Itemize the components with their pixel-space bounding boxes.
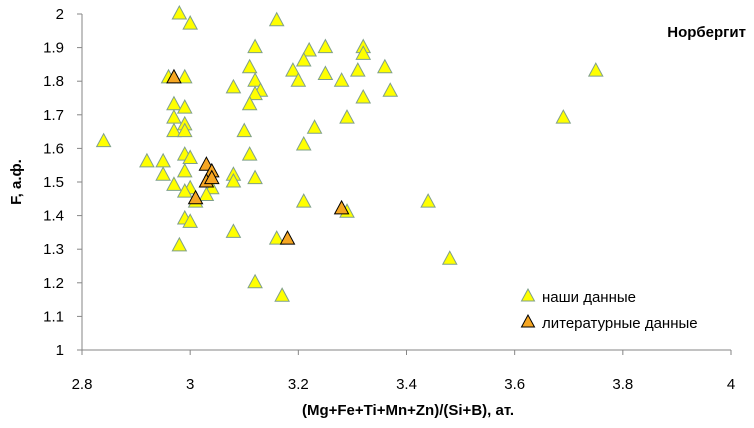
x-tick-label: 4 [727, 376, 735, 393]
data-point-literature-data [333, 199, 350, 215]
data-point-our-data [171, 236, 188, 252]
y-tick-label: 1 [56, 342, 64, 359]
data-point-our-data [171, 4, 188, 20]
legend: наши данные литературные данные [520, 287, 698, 332]
y-tick-label: 2 [56, 6, 64, 23]
data-point-our-data [268, 11, 285, 27]
data-point-our-data [95, 132, 112, 148]
x-tick-label: 3.8 [612, 376, 633, 393]
data-point-our-data [295, 193, 312, 208]
data-point-literature-data [166, 68, 182, 84]
x-tick-label: 3 [186, 376, 194, 393]
y-axis-ticks: 1 1.1 1.2 1.3 1.4 1.5 1.6 1.7 1.8 1.9 2 [43, 6, 82, 359]
data-point-our-data [306, 119, 323, 134]
y-tick-label: 1.9 [43, 40, 64, 57]
data-point-our-data [555, 109, 572, 124]
data-point-our-data [139, 152, 155, 168]
data-point-our-data [295, 51, 312, 67]
legend-label-our-data: наши данные [542, 289, 636, 306]
data-point-our-data [247, 38, 263, 54]
data-point-our-data [382, 82, 399, 97]
x-tick-label: 3.2 [288, 376, 309, 393]
data-point-our-data [339, 109, 355, 124]
y-tick-label: 1.8 [43, 73, 64, 90]
data-point-our-data [333, 72, 350, 87]
legend-label-literature-data: литературные данные [542, 315, 698, 332]
data-point-our-data [355, 45, 372, 60]
data-point-our-data [377, 58, 393, 74]
data-point-our-data [290, 72, 307, 87]
data-point-our-data [441, 250, 458, 265]
data-point-our-data [241, 95, 258, 111]
data-point-our-data [166, 176, 182, 191]
data-point-our-data [182, 213, 199, 228]
data-point-our-data [225, 223, 242, 238]
y-tick-label: 1.7 [43, 107, 64, 124]
data-point-our-data [198, 186, 215, 201]
y-tick-label: 1.2 [43, 275, 64, 292]
y-tick-label: 1.6 [43, 140, 64, 157]
data-point-our-data [247, 85, 263, 101]
data-point-our-data [247, 169, 263, 185]
data-point-our-data [176, 162, 193, 178]
data-point-our-data [155, 166, 171, 181]
data-point-our-data [176, 122, 193, 138]
y-tick-label: 1.5 [43, 174, 64, 191]
x-tick-label: 3.6 [504, 376, 525, 393]
data-point-our-data [241, 58, 258, 74]
data-point-our-data [285, 62, 301, 77]
data-point-our-data [176, 68, 193, 84]
data-point-our-data [317, 65, 334, 80]
data-point-our-data [176, 99, 193, 114]
x-tick-label: 2.8 [72, 376, 93, 393]
data-point-literature-data [187, 189, 204, 205]
data-point-our-data [317, 38, 334, 54]
x-tick-label: 3.4 [396, 376, 417, 393]
legend-marker-literature-data [520, 313, 536, 328]
chart-title: Норбергит [667, 24, 746, 41]
legend-marker-our-data [520, 287, 536, 302]
data-point-our-data [236, 122, 253, 138]
data-point-our-data [166, 122, 182, 138]
data-point-our-data [295, 135, 312, 151]
data-point-our-data [268, 230, 285, 245]
data-point-our-data [155, 152, 171, 168]
data-point-our-data [241, 146, 258, 161]
data-point-our-data [225, 78, 242, 94]
data-point-our-data [225, 172, 242, 188]
x-axis-ticks: 2.8 3 3.2 3.4 3.6 3.8 4 [72, 350, 735, 393]
data-point-our-data [176, 183, 193, 198]
data-point-literature-data [279, 230, 296, 245]
x-axis-title: (Mg+Fe+Ti+Mn+Zn)/(Si+B), ат. [302, 402, 514, 419]
y-tick-label: 1.3 [43, 241, 64, 258]
data-point-our-data [247, 273, 263, 289]
y-tick-label: 1.4 [43, 208, 64, 225]
data-point-our-data [301, 41, 317, 57]
data-point-our-data [274, 287, 290, 302]
data-point-our-data [349, 62, 366, 77]
data-point-our-data [182, 149, 199, 164]
data-point-our-data [587, 62, 604, 77]
data-points [95, 4, 604, 302]
data-point-our-data [420, 193, 436, 208]
data-point-our-data [355, 88, 372, 104]
data-point-our-data [166, 95, 182, 111]
data-point-literature-data [203, 169, 220, 185]
y-tick-label: 1.1 [43, 308, 64, 325]
y-axis-title: F, а.ф. [8, 159, 25, 205]
data-point-our-data [182, 15, 199, 30]
